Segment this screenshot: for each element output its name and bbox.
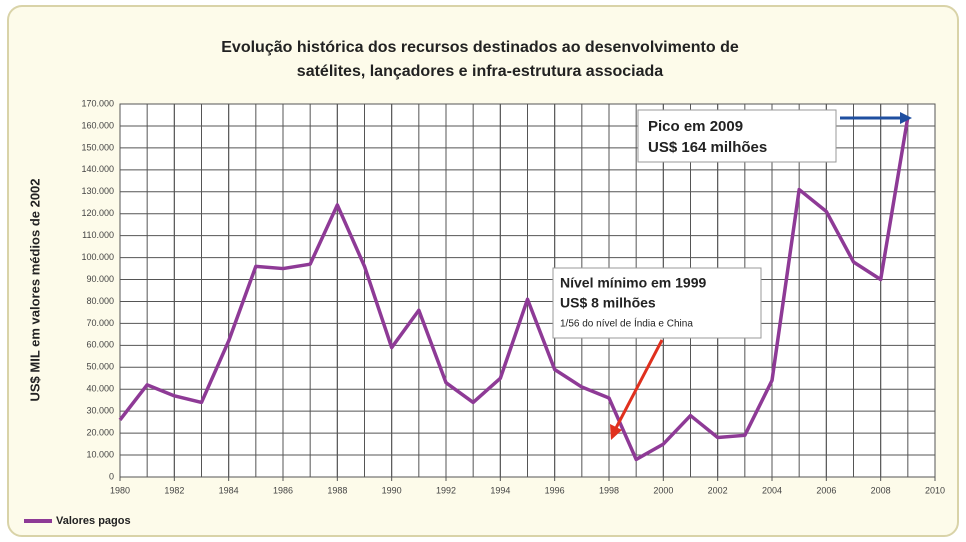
x-tick-label: 2006	[816, 485, 836, 495]
annotation-arrow	[614, 339, 664, 429]
annotation-box	[552, 267, 762, 339]
y-tick-label: 170.000	[81, 98, 114, 108]
x-tick-label: 2010	[925, 485, 945, 495]
x-tick-label: 1980	[110, 485, 130, 495]
y-tick-label: 100.000	[81, 252, 114, 262]
x-tick-label: 1992	[436, 485, 456, 495]
annotation-note: 1/56 do nível de Índia e China	[560, 317, 693, 330]
x-tick-label: 1990	[382, 485, 402, 495]
y-tick-label: 20.000	[86, 427, 114, 437]
data-line	[118, 116, 910, 462]
y-tick-label: 110.000	[82, 230, 114, 240]
x-tick-label: 1994	[490, 485, 510, 495]
annotation-text: US$ 8 milhões	[560, 295, 656, 311]
y-tick-label: 30.000	[86, 406, 114, 416]
y-tick-label: 120.000	[81, 208, 114, 218]
y-tick-label: 40.000	[86, 384, 114, 394]
y-axis-label: US$ MIL em valores médios de 2002	[27, 178, 42, 401]
x-tick-label: 2008	[871, 485, 891, 495]
y-tick-label: 160.000	[81, 120, 114, 130]
chart-title: Evolução histórica dos recursos destinad…	[221, 39, 739, 56]
x-tick-label: 2004	[762, 485, 782, 495]
y-tick-label: 50.000	[86, 362, 114, 372]
x-tick-label: 1988	[327, 485, 347, 495]
y-tick-label: 70.000	[86, 318, 114, 328]
x-tick-label: 1984	[219, 485, 239, 495]
y-tick-label: 150.000	[81, 142, 114, 152]
y-tick-label: 0	[109, 471, 114, 481]
chart-title: satélites, lançadores e infra-estrutura …	[297, 63, 663, 80]
y-tick-label: 60.000	[86, 340, 114, 350]
x-tick-label: 1998	[599, 485, 619, 495]
annotation-text: Pico em 2009	[648, 118, 743, 135]
y-tick-label: 10.000	[86, 449, 114, 459]
annotation-text: Nível mínimo em 1999	[560, 275, 707, 291]
y-tick-label: 130.000	[81, 186, 114, 196]
annotation-box	[637, 109, 837, 163]
y-tick-label: 80.000	[86, 296, 114, 306]
arrow-head	[900, 112, 912, 124]
y-tick-label: 140.000	[81, 164, 114, 174]
x-tick-label: 2000	[653, 485, 673, 495]
x-tick-label: 2002	[708, 485, 728, 495]
legend-label: Valores pagos	[56, 515, 131, 527]
annotation-text: US$ 164 milhões	[648, 139, 767, 156]
x-tick-label: 1982	[164, 485, 184, 495]
y-tick-label: 90.000	[86, 274, 114, 284]
x-tick-label: 1996	[545, 485, 565, 495]
arrow-head	[610, 424, 622, 440]
x-tick-label: 1986	[273, 485, 293, 495]
